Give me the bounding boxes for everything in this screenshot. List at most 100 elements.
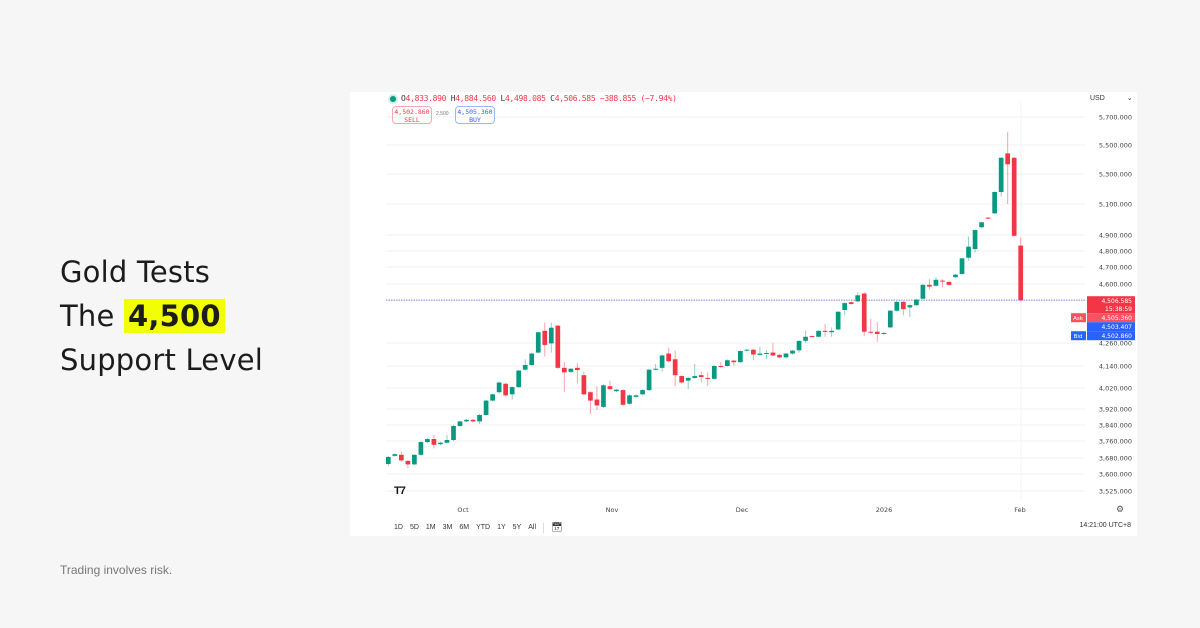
candle-up	[653, 368, 658, 370]
timeframe-5y[interactable]: 5Y	[512, 524, 522, 531]
candle-down	[405, 461, 411, 465]
candle-down	[940, 280, 945, 282]
low-label: L	[500, 94, 505, 103]
timeframe-1d[interactable]: 1D	[394, 524, 403, 531]
y-tick-label: 3,600.000	[1099, 471, 1132, 479]
candle-up	[816, 330, 821, 337]
y-tick-label: 4,700.000	[1099, 264, 1132, 272]
candle-down	[874, 331, 880, 334]
candle-up	[509, 387, 515, 395]
settings-icon[interactable]: ⚙	[1116, 504, 1125, 514]
candle-down	[503, 383, 508, 396]
candle-down	[777, 354, 782, 358]
y-tick-label: 4,800.000	[1099, 248, 1132, 256]
x-tick-label: Oct	[457, 506, 469, 514]
headline-highlight: 4,500	[123, 299, 225, 333]
candle-up	[614, 389, 619, 392]
candle-up	[972, 230, 978, 250]
candle-down	[594, 399, 600, 406]
candle-up	[418, 442, 424, 455]
timezone-clock[interactable]: 14:21:00 UTC+8	[1079, 522, 1131, 529]
candle-down	[822, 330, 828, 332]
headline-line-2: The 4,500	[60, 294, 263, 338]
candle-down	[679, 376, 685, 383]
candle-up	[646, 369, 652, 391]
candle-up	[724, 360, 730, 366]
mid-price-label: 4,503.407	[1101, 324, 1132, 331]
open-value: 4,833.890	[405, 94, 447, 103]
candle-up	[711, 366, 717, 379]
sell-price: 4,502.860	[394, 108, 430, 116]
candle-up	[966, 246, 971, 258]
spread-value: 2.500	[436, 111, 449, 117]
candle-up	[842, 303, 848, 311]
candle-down	[666, 353, 671, 362]
candle-up	[568, 368, 574, 372]
x-tick-label: Nov	[606, 506, 619, 514]
candlestick-chart[interactable]: 5,700.000 5,500.000 5,300.000 5,100.000 4,90…	[350, 92, 1137, 536]
candle-up	[894, 301, 900, 311]
timeframe-1y[interactable]: 1Y	[497, 524, 506, 531]
close-value: 4,506.585	[554, 94, 596, 103]
candle-up	[516, 370, 522, 388]
candle-down	[620, 390, 626, 405]
timeframe-5d[interactable]: 5D	[409, 524, 419, 531]
candle-down	[946, 281, 952, 285]
sell-button[interactable]: 4,502.860 SELL	[392, 106, 432, 124]
headline-line-2-prefix: The	[60, 299, 115, 333]
timeframe-6m[interactable]: 6M	[459, 524, 470, 531]
buy-label: BUY	[469, 116, 481, 124]
headline-line-1: Gold Tests	[60, 255, 211, 289]
candle-down	[431, 439, 437, 445]
candle-up	[659, 355, 665, 368]
candle-down	[575, 367, 580, 371]
chart-panel[interactable]: 5,700.000 5,500.000 5,300.000 5,100.000 4,90…	[350, 92, 1137, 536]
candle-up	[490, 394, 495, 401]
candle-down	[588, 392, 593, 401]
candle-up	[744, 349, 750, 351]
candle-up	[783, 353, 789, 358]
high-value: 4,884.560	[455, 94, 496, 103]
tradingview-logo: T7	[394, 485, 406, 497]
candle-down	[398, 454, 404, 461]
risk-disclaimer: Trading involves risk.	[60, 563, 173, 577]
candle-down	[848, 302, 854, 304]
currency-select[interactable]: USD ⌄	[1090, 94, 1133, 102]
timeframe-all[interactable]: All	[528, 524, 537, 531]
candle-down	[731, 360, 737, 363]
y-tick-label: 5,700.000	[1099, 114, 1132, 122]
candle-up	[790, 350, 795, 354]
candle-down	[901, 301, 906, 310]
y-tick-label: 5,300.000	[1099, 171, 1132, 179]
bid-price-label-tag: Bid	[1074, 334, 1083, 340]
candle-down	[607, 386, 613, 390]
candle-up	[920, 284, 926, 299]
timeframe-3m[interactable]: 3M	[442, 524, 453, 531]
y-tick-label: 4,600.000	[1099, 281, 1132, 289]
candle-down	[718, 366, 724, 367]
candle-down	[555, 325, 561, 368]
ask-price-label-bg	[1087, 313, 1135, 323]
headline-line-3: Support Level	[60, 343, 264, 377]
ask-price-label-tag-bg	[1071, 313, 1086, 323]
candle-down	[1018, 245, 1024, 301]
timeframe-1m[interactable]: 1M	[425, 524, 436, 531]
y-tick-label: 3,680.000	[1099, 455, 1132, 463]
last-price-label: 4,506.585	[1101, 298, 1132, 305]
candle-up	[496, 382, 502, 393]
high-label: H	[450, 94, 456, 103]
candle-up	[601, 385, 606, 407]
timeframe-ytd[interactable]: YTD	[476, 524, 491, 531]
buy-button[interactable]: 4,505.360 BUY	[455, 106, 495, 124]
candle-up	[535, 332, 541, 353]
date-range-calendar-icon[interactable]: 📅︎	[551, 522, 563, 532]
sell-label: SELL	[404, 116, 420, 124]
candle-up	[933, 279, 939, 286]
buy-price: 4,505.360	[457, 108, 493, 116]
ask-price-label-tag: Ask	[1073, 316, 1084, 322]
y-tick-label: 3,920.000	[1099, 406, 1132, 414]
candle-up	[803, 336, 808, 341]
bid-price-label-tag-bg	[1071, 331, 1086, 341]
ohlc-header: O4,833.890 H4,884.560 L4,498.085 C4,506.…	[390, 94, 677, 103]
candle-down	[470, 419, 476, 422]
